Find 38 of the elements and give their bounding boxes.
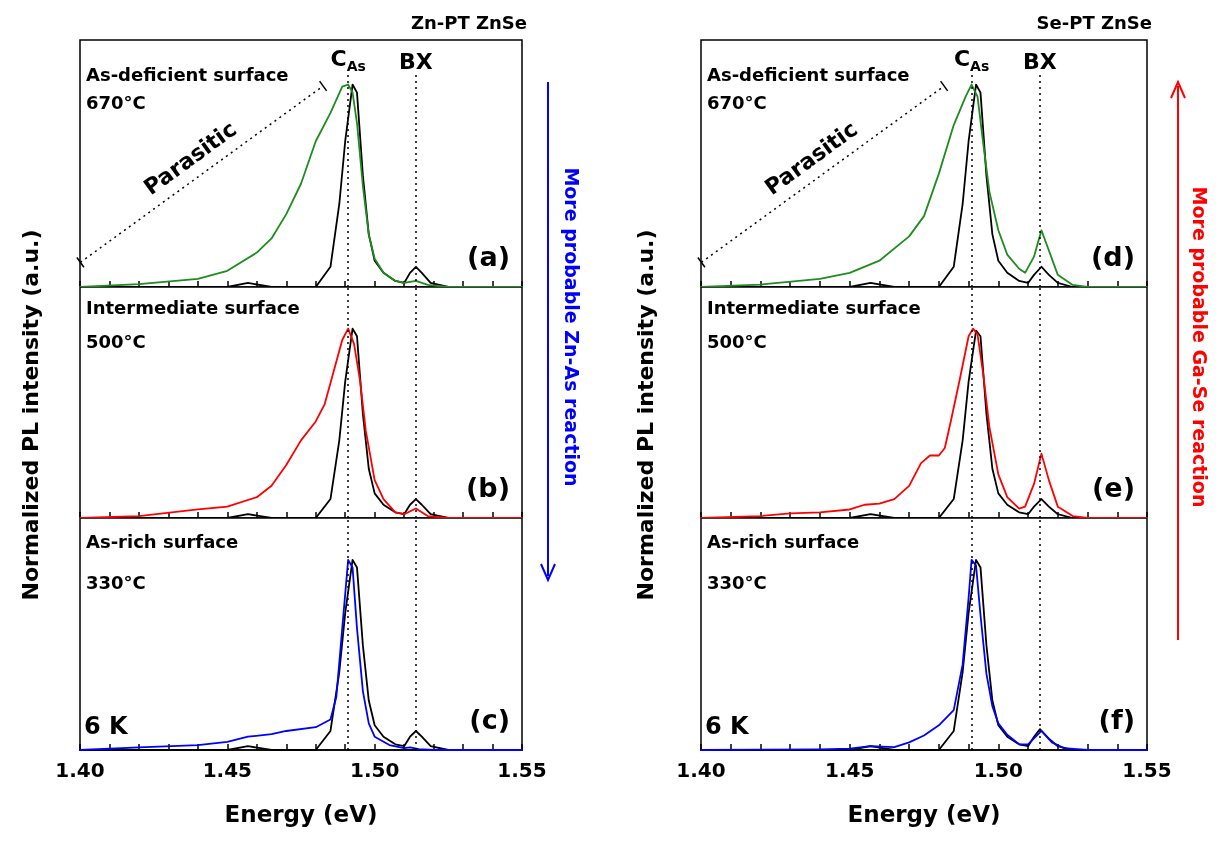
text: As-rich surface [86, 530, 239, 552]
ref-line-label: BX [1023, 49, 1057, 75]
x-tick-label: 1.55 [497, 758, 547, 782]
x-tick-label: 1.50 [349, 758, 400, 782]
annotation: (a) [467, 241, 511, 272]
annotation: 6 K [705, 712, 751, 740]
text: More probable Zn-As reaction [561, 167, 583, 487]
annotation: (e) [1092, 472, 1136, 503]
y-axis-title: Normalized PL intensity (a.u.) [632, 229, 658, 601]
text: Intermediate surface [707, 296, 921, 318]
annotation: 500°C [86, 330, 146, 352]
annotation: 500°C [707, 330, 767, 352]
x-axis-title: Energy (eV) [224, 800, 378, 827]
annotation: (c) [469, 704, 510, 735]
x-axis-title: Energy (eV) [847, 800, 1001, 827]
x-tick-label: 1.55 [1122, 758, 1172, 782]
ref-line-label: BX [399, 49, 433, 75]
annotation: 670°C [86, 91, 146, 113]
y-axis-title: Normalized PL intensity (a.u.) [17, 229, 43, 601]
annotation: (d) [1090, 241, 1136, 272]
annotation: 670°C [707, 91, 767, 113]
annotation: 330°C [707, 571, 767, 593]
x-tick-label: 1.50 [973, 758, 1024, 782]
x-tick-label: 1.45 [202, 758, 253, 782]
chart-title: Se-PT ZnSe [1036, 11, 1152, 33]
text: Intermediate surface [86, 296, 300, 318]
x-tick-label: 1.40 [676, 758, 726, 782]
x-tick-label: 1.45 [824, 758, 875, 782]
text: As-rich surface [707, 530, 860, 552]
annotation: 330°C [86, 571, 146, 593]
x-tick-label: 1.40 [55, 758, 105, 782]
annotation: (f) [1098, 704, 1136, 735]
annotation: As-deficient surface [707, 63, 910, 85]
annotation: 6 K [84, 712, 130, 740]
chart-title: Zn-PT ZnSe [410, 11, 528, 33]
text: More probable Ga-Se reaction [1189, 186, 1211, 508]
annotation: As-deficient surface [86, 63, 289, 85]
annotation: (b) [465, 472, 511, 503]
